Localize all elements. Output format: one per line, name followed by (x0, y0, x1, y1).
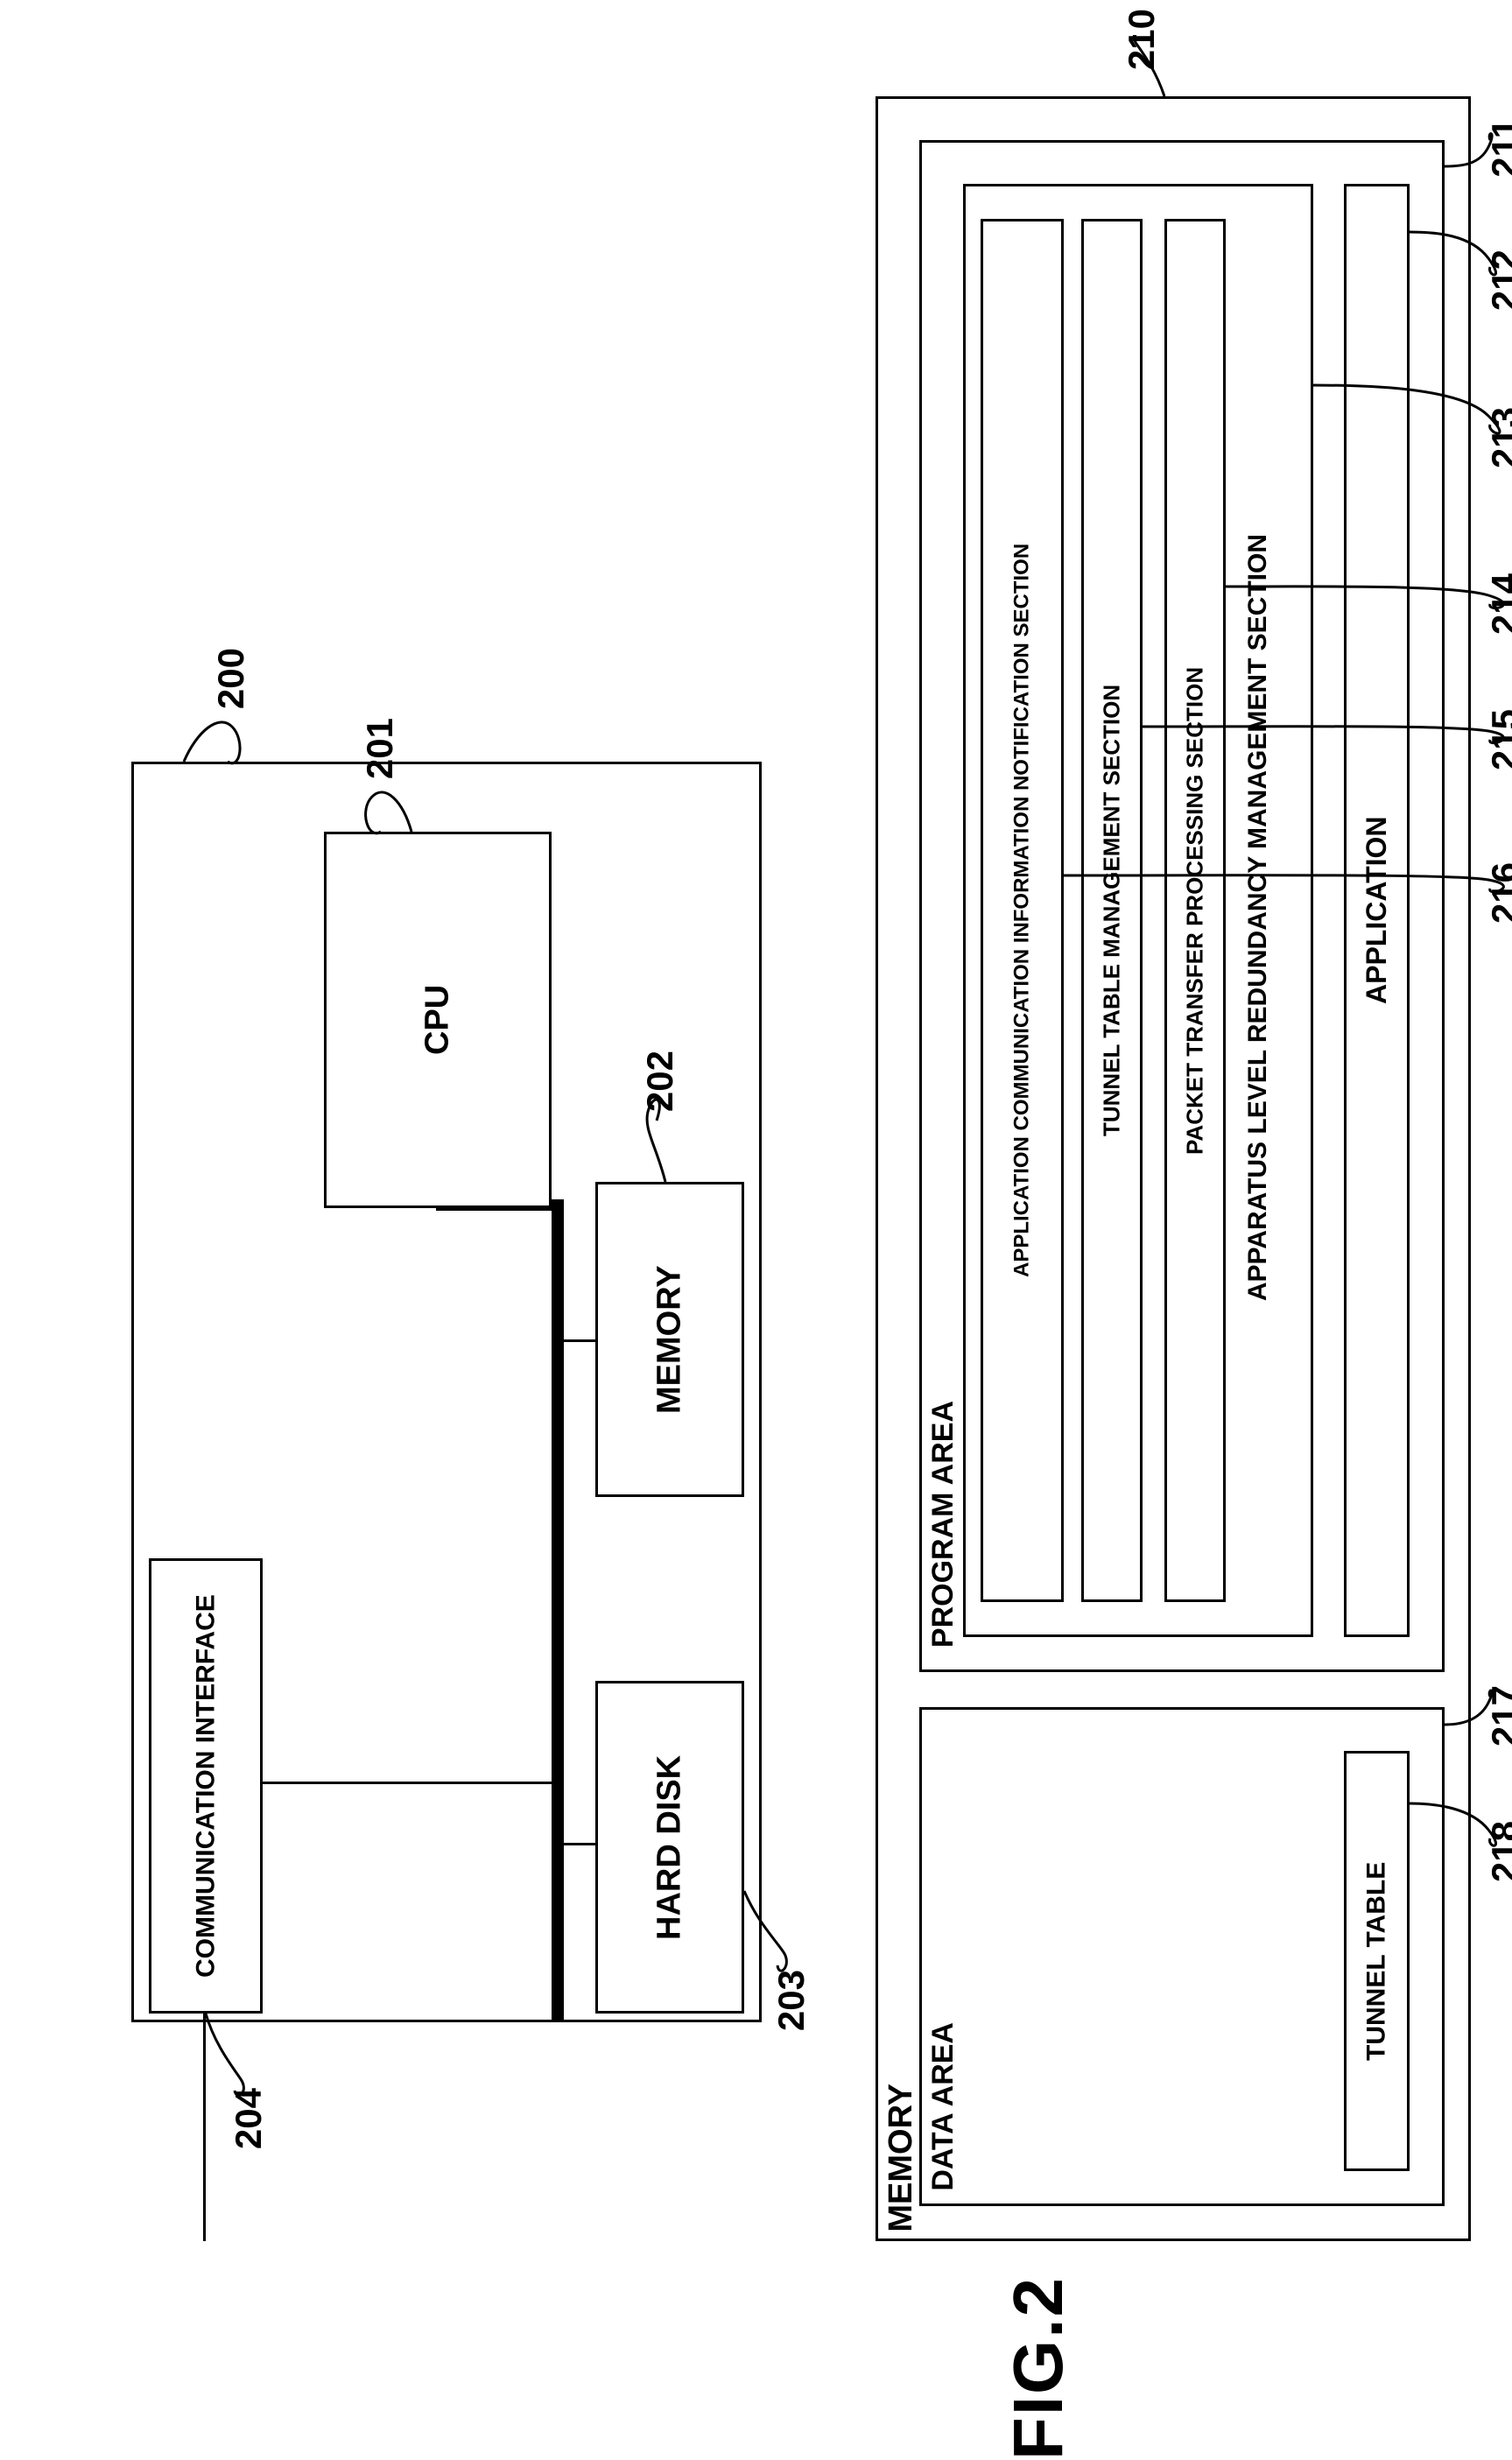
harddisk-block: HARD DISK (595, 1681, 744, 2014)
application-box2: APPLICATION (1344, 184, 1410, 1637)
ref-210: 210 (1121, 9, 1163, 70)
bus-main (552, 1199, 564, 2022)
ref-216: 216 (1484, 862, 1512, 924)
cpu-block: CPU (324, 832, 552, 1208)
ref-211: 211 (1484, 118, 1512, 178)
appcomm-label: APPLICATION COMMUNICATION INFORMATION NO… (1010, 544, 1033, 1277)
ref-212: 212 (1484, 250, 1512, 311)
cpu-label: CPU (419, 985, 457, 1055)
ref-204: 204 (228, 2088, 270, 2149)
packet-label: PACKET TRANSFER PROCESSING SECTION (1182, 666, 1209, 1154)
tunnel-mgmt-box: TUNNEL TABLE MANAGEMENT SECTION (1081, 219, 1143, 1602)
bus-hdd-link (564, 1843, 595, 1845)
harddisk-label: HARD DISK (651, 1754, 689, 1939)
ref-217: 217 (1484, 1685, 1512, 1747)
ref-218: 218 (1484, 1821, 1512, 1882)
ref-200: 200 (210, 648, 252, 709)
memory-hw-block: MEMORY (595, 1182, 744, 1497)
external-link (203, 2014, 206, 2241)
packet-box: PACKET TRANSFER PROCESSING SECTION (1164, 219, 1226, 1602)
bus-cpu-link2 (436, 1208, 559, 1211)
memory-detail-title: MEMORY (883, 2084, 920, 2232)
comm-interface-block: COMMUNICATION INTERFACE (149, 1558, 263, 2014)
program-area-title: PROGRAM AREA (926, 1401, 960, 1648)
ref-203: 203 (770, 1970, 812, 2031)
tunnel-mgmt-label: TUNNEL TABLE MANAGEMENT SECTION (1099, 685, 1126, 1136)
application-label: APPLICATION (1361, 817, 1393, 1005)
bus-mem-link (564, 1339, 595, 1342)
figure-label: FIG.2 (998, 2276, 1079, 2460)
tunnel-table-label: TUNNEL TABLE (1362, 1861, 1392, 2060)
tunnel-table-box: TUNNEL TABLE (1344, 1751, 1410, 2171)
bus-comm-link (263, 1782, 555, 1784)
ref-214: 214 (1484, 573, 1512, 635)
ref-213: 213 (1484, 407, 1512, 468)
appcomm-box: APPLICATION COMMUNICATION INFORMATION NO… (981, 219, 1064, 1602)
ref-215: 215 (1484, 709, 1512, 770)
ref-201: 201 (359, 718, 401, 779)
data-area-title: DATA AREA (926, 2022, 960, 2191)
memory-hw-label: MEMORY (651, 1265, 689, 1414)
redundancy-label: APPARATUS LEVEL REDUNDANCY MANAGEMENT SE… (1243, 534, 1274, 1301)
comm-interface-label: COMMUNICATION INTERFACE (192, 1594, 221, 1978)
ref-202: 202 (639, 1051, 681, 1112)
figure-canvas: CPU MEMORY HARD DISK COMMUNICATION INTER… (35, 35, 1477, 2397)
